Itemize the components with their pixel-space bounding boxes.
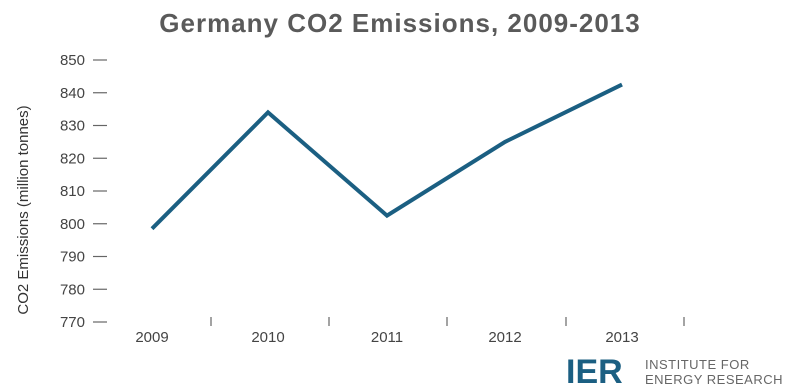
y-tick-label: 810 xyxy=(60,183,85,200)
y-tick-label: 820 xyxy=(60,150,85,167)
x-tick-label: 2011 xyxy=(371,329,403,346)
x-tick-label: 2010 xyxy=(251,329,284,346)
y-tick-label: 830 xyxy=(60,118,85,135)
chart-title: Germany CO2 Emissions, 2009-2013 xyxy=(159,8,640,38)
y-axis-label: CO2 Emissions (million tonnes) xyxy=(15,105,32,314)
y-tick-label: 780 xyxy=(60,281,85,298)
logo-line-2: ENERGY RESEARCH xyxy=(645,372,783,387)
series-layer xyxy=(150,82,623,231)
y-axis: 770 780 790 800 810 820 830 840 850 xyxy=(60,52,107,331)
y-tick-label: 770 xyxy=(60,314,85,331)
series-line xyxy=(150,82,623,231)
y-tick-label: 790 xyxy=(60,249,85,266)
y-tick-label: 800 xyxy=(60,216,85,233)
logo-mark: IER xyxy=(566,353,623,389)
x-tick-label: 2009 xyxy=(135,329,168,346)
x-tick-label: 2013 xyxy=(605,329,638,346)
ier-logo: IER INSTITUTE FOR ENERGY RESEARCH xyxy=(566,353,783,389)
logo-line-1: INSTITUTE FOR xyxy=(645,357,750,372)
x-axis: 2009 2010 2011 2012 2013 xyxy=(135,317,685,346)
x-tick-label: 2012 xyxy=(488,329,521,346)
y-tick-label: 840 xyxy=(60,85,85,102)
y-tick-label: 850 xyxy=(60,52,85,69)
